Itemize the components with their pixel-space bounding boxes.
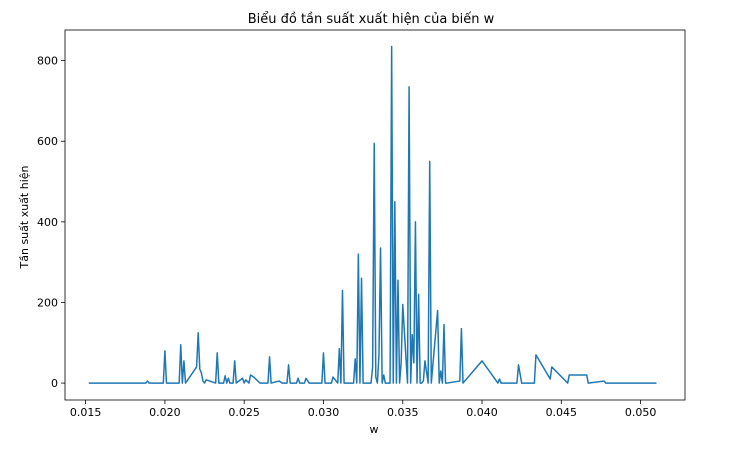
series-line-0 [88,45,657,384]
x-tick-label: 0.025 [228,406,260,419]
x-tick-label: 0.040 [466,406,498,419]
x-tick-label: 0.015 [70,406,102,419]
y-tick-label: 0 [51,377,58,390]
x-axis-label: w [370,423,379,436]
plot-area: 0.015 0.020 0.025 0.030 0.035 0.040 0.045 0.050… [37,29,686,419]
axes-frame [64,29,686,401]
x-tick-label: 0.020 [149,406,181,419]
x-tick-label: 0.035 [387,406,419,419]
x-tick-label: 0.030 [308,406,340,419]
x-tick-label: 0.045 [546,406,578,419]
y-tick-label: 200 [37,296,58,309]
chart-title: Biểu đồ tần suất xuất hiện của biến w [248,12,495,27]
y-tick-label: 600 [37,135,58,148]
y-tick-label: 800 [37,55,58,68]
y-axis-label: Tần suất xuất hiện [18,165,31,269]
y-tick-label: 400 [37,216,58,229]
x-tick-label: 0.050 [625,406,657,419]
